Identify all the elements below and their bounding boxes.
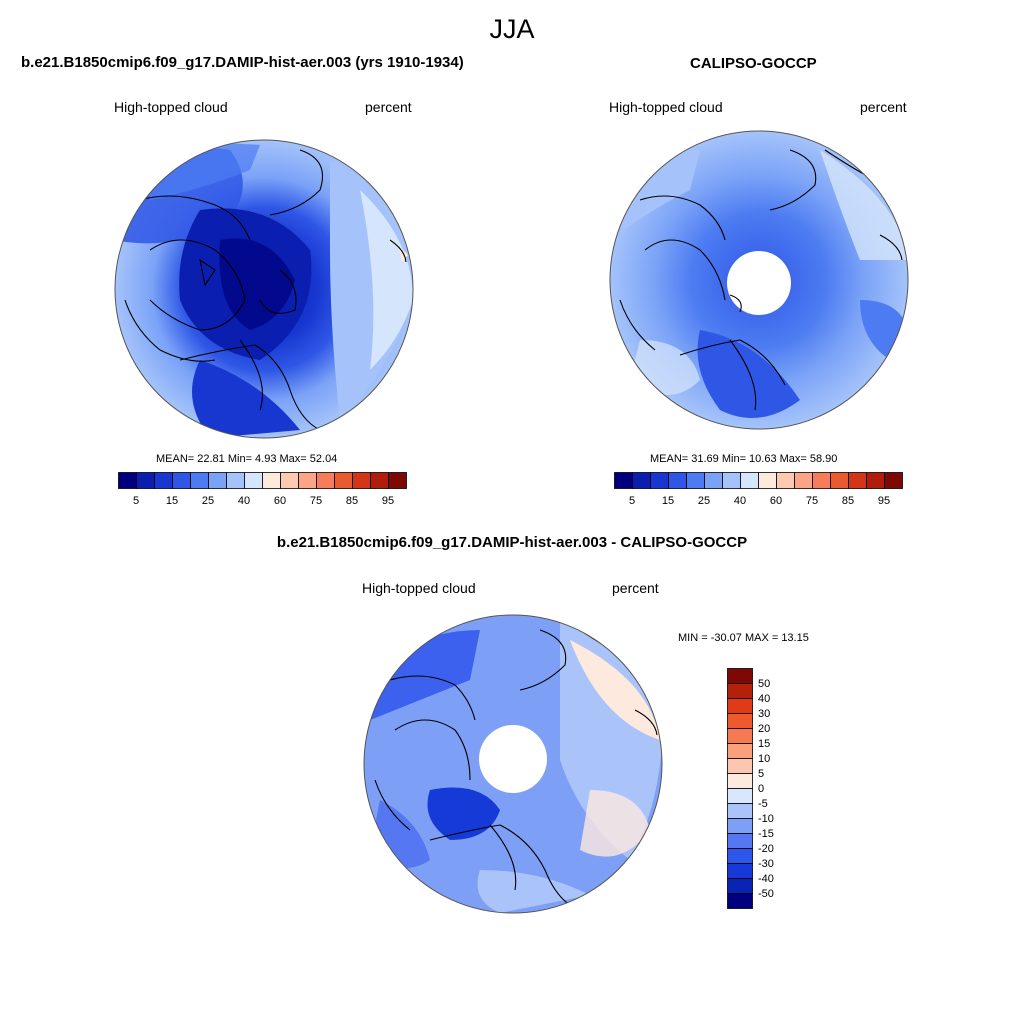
- colorbar-swatch: [298, 472, 317, 489]
- colorbar-tick-label: 75: [806, 495, 818, 507]
- colorbar-swatch: [190, 472, 209, 489]
- colorbar-swatch: [154, 472, 173, 489]
- colorbar-tick-label: -10: [758, 813, 774, 825]
- colorbar-swatch: [334, 472, 353, 489]
- diff-panel-title: b.e21.B1850cmip6.f09_g17.DAMIP-hist-aer.…: [276, 534, 748, 551]
- colorbar-swatch: [704, 472, 723, 489]
- diff-variable-label: High-topped cloud: [362, 580, 476, 596]
- colorbar-tick-label: 75: [310, 495, 322, 507]
- colorbar-tick-label: 15: [166, 495, 178, 507]
- colorbar-swatch: [727, 668, 753, 684]
- colorbar-swatch: [208, 472, 227, 489]
- colorbar-swatch: [727, 848, 753, 864]
- colorbar-swatch: [794, 472, 813, 489]
- obs-variable-label: High-topped cloud: [609, 99, 723, 115]
- colorbar-tick-label: -20: [758, 843, 774, 855]
- obs-panel-title: CALIPSO-GOCCP: [690, 55, 817, 72]
- colorbar-tick-label: -15: [758, 828, 774, 840]
- colorbar-swatch: [727, 683, 753, 699]
- colorbar-swatch: [172, 472, 191, 489]
- obs-colorbar: 5 15 25 40 60 75 85 95: [614, 472, 903, 507]
- colorbar-swatch: [830, 472, 849, 489]
- colorbar-swatch: [727, 728, 753, 744]
- colorbar-tick-label: 5: [629, 495, 635, 507]
- colorbar-swatch: [727, 788, 753, 804]
- colorbar-swatch: [727, 863, 753, 879]
- colorbar-tick-label: -30: [758, 858, 774, 870]
- colorbar-swatch: [848, 472, 867, 489]
- colorbar-swatch: [740, 472, 759, 489]
- colorbar-tick-label: 25: [202, 495, 214, 507]
- colorbar-tick-label: 95: [878, 495, 890, 507]
- colorbar-tick-label: 20: [758, 723, 770, 735]
- colorbar-swatch: [776, 472, 795, 489]
- colorbar-swatch: [727, 833, 753, 849]
- colorbar-tick-label: 15: [758, 738, 770, 750]
- colorbar-swatch: [632, 472, 651, 489]
- colorbar-swatch: [722, 472, 741, 489]
- colorbar-swatch: [727, 713, 753, 729]
- colorbar-tick-label: 40: [758, 693, 770, 705]
- colorbar-swatch: [884, 472, 903, 489]
- colorbar-swatch: [812, 472, 831, 489]
- colorbar-tick-label: 85: [842, 495, 854, 507]
- colorbar-tick-label: 30: [758, 708, 770, 720]
- colorbar-tick-label: 0: [758, 783, 764, 795]
- diff-stats: MIN = -30.07 MAX = 13.15: [678, 632, 809, 644]
- colorbar-swatch: [352, 472, 371, 489]
- colorbar-tick-label: 5: [758, 768, 764, 780]
- colorbar-tick-label: -50: [758, 888, 774, 900]
- colorbar-swatch: [650, 472, 669, 489]
- colorbar-swatch: [727, 878, 753, 894]
- model-units-label: percent: [365, 99, 412, 115]
- colorbar-tick-label: 60: [770, 495, 782, 507]
- colorbar-tick-label: 40: [734, 495, 746, 507]
- colorbar-tick-label: 25: [698, 495, 710, 507]
- colorbar-swatch: [136, 472, 155, 489]
- model-variable-label: High-topped cloud: [114, 99, 228, 115]
- colorbar-tick-label: 85: [346, 495, 358, 507]
- colorbar-swatch: [316, 472, 335, 489]
- colorbar-swatch: [727, 698, 753, 714]
- colorbar-swatch: [280, 472, 299, 489]
- colorbar-swatch: [727, 758, 753, 774]
- colorbar-tick-label: -5: [758, 798, 768, 810]
- colorbar-tick-label: 95: [382, 495, 394, 507]
- colorbar-swatch: [866, 472, 885, 489]
- colorbar-tick-label: 5: [133, 495, 139, 507]
- obs-units-label: percent: [860, 99, 907, 115]
- colorbar-swatch: [118, 472, 137, 489]
- colorbar-swatch: [727, 803, 753, 819]
- colorbar-swatch: [686, 472, 705, 489]
- colorbar-swatch: [226, 472, 245, 489]
- season-title: JJA: [489, 14, 535, 44]
- colorbar-tick-label: -40: [758, 873, 774, 885]
- colorbar-swatch: [370, 472, 389, 489]
- colorbar-swatch: [244, 472, 263, 489]
- colorbar-tick-label: 50: [758, 678, 770, 690]
- colorbar-swatch: [727, 818, 753, 834]
- colorbar-swatch: [727, 773, 753, 789]
- colorbar-swatch: [668, 472, 687, 489]
- model-colorbar: 5 15 25 40 60 75 85 95: [118, 472, 407, 507]
- colorbar-swatch: [727, 743, 753, 759]
- diff-units-label: percent: [612, 580, 659, 596]
- colorbar-swatch: [388, 472, 407, 489]
- colorbar-tick-label: 15: [662, 495, 674, 507]
- model-panel-title: b.e21.B1850cmip6.f09_g17.DAMIP-hist-aer.…: [21, 54, 464, 71]
- colorbar-swatch: [262, 472, 281, 489]
- colorbar-tick-label: 40: [238, 495, 250, 507]
- colorbar-swatch: [758, 472, 777, 489]
- colorbar-swatch: [727, 893, 753, 909]
- obs-stats: MEAN= 31.69 Min= 10.63 Max= 58.90: [650, 453, 838, 465]
- model-stats: MEAN= 22.81 Min= 4.93 Max= 52.04: [156, 453, 338, 465]
- colorbar-tick-label: 60: [274, 495, 286, 507]
- colorbar-swatch: [614, 472, 633, 489]
- colorbar-tick-label: 10: [758, 753, 770, 765]
